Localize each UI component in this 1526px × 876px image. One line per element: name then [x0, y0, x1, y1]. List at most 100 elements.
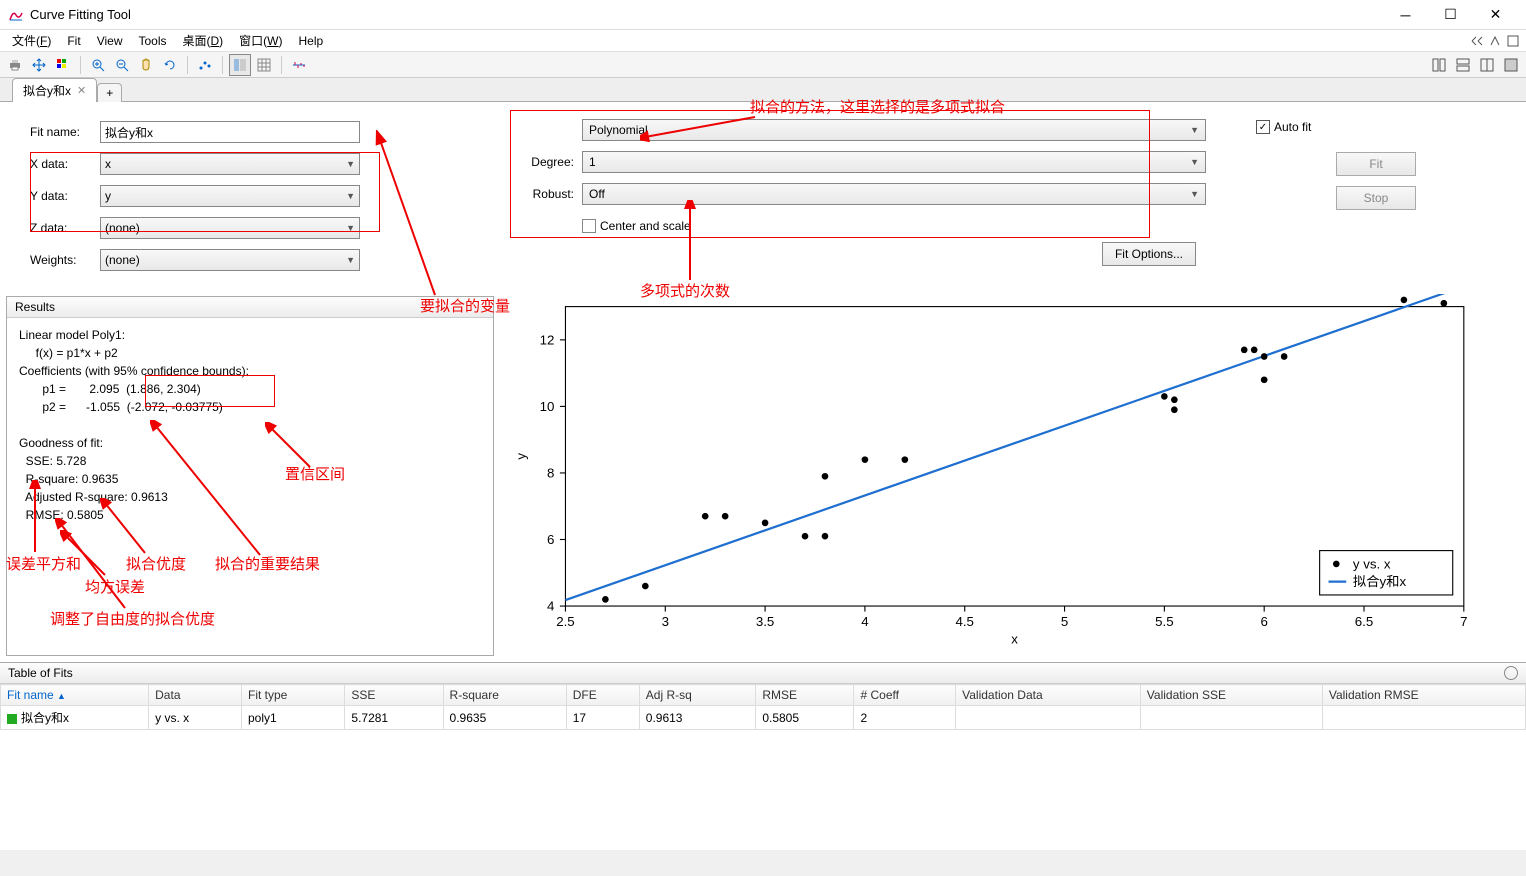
table-of-fits-panel: Table of Fits Fit name ▲DataFit typeSSER…	[0, 662, 1526, 850]
svg-text:4: 4	[547, 599, 554, 614]
rotate-button[interactable]	[159, 54, 181, 76]
svg-text:x: x	[1011, 632, 1018, 647]
tab-label: 拟合y和x	[23, 82, 71, 99]
results-panel: Results Linear model Poly1: f(x) = p1*x …	[6, 296, 494, 656]
chevron-down-icon: ▼	[346, 159, 355, 169]
svg-text:6: 6	[547, 532, 554, 547]
inputs-panel: Fit name: X data: x▼ Y data: y▼ Z data: …	[0, 102, 500, 290]
xdata-select[interactable]: x▼	[100, 153, 360, 175]
menu-view[interactable]: View	[89, 34, 131, 48]
minimize-button[interactable]: ─	[1383, 1, 1428, 29]
menu-help[interactable]: Help	[291, 34, 332, 48]
zoomin-button[interactable]	[87, 54, 109, 76]
maximize-button[interactable]: ☐	[1428, 1, 1473, 29]
degree-label: Degree:	[520, 155, 582, 169]
tabbar: 拟合y和x ✕ +	[0, 78, 1526, 102]
zdata-select[interactable]: (none)▼	[100, 217, 360, 239]
svg-text:8: 8	[547, 465, 554, 480]
svg-text:7: 7	[1460, 614, 1467, 629]
degree-select[interactable]: 1▼	[582, 151, 1206, 173]
fits-table: Fit name ▲DataFit typeSSER-squareDFEAdj …	[0, 684, 1526, 730]
layout4-button[interactable]	[1500, 54, 1522, 76]
svg-text:5: 5	[1061, 614, 1068, 629]
layout1-button[interactable]	[1428, 54, 1450, 76]
layout3-button[interactable]	[1476, 54, 1498, 76]
table-row[interactable]: 拟合y和xy vs. xpoly15.72810.9635170.96130.5…	[1, 706, 1526, 730]
robust-label: Robust:	[520, 187, 582, 201]
fit-tab[interactable]: 拟合y和x ✕	[12, 78, 97, 102]
print-button[interactable]	[4, 54, 26, 76]
window-title: Curve Fitting Tool	[30, 7, 1383, 22]
table-cell: poly1	[241, 706, 344, 730]
center-scale-label: Center and scale	[600, 219, 691, 233]
dock-icon-1[interactable]	[1470, 34, 1484, 48]
zoomout-button[interactable]	[111, 54, 133, 76]
table-column-header[interactable]: Fit type	[241, 685, 344, 706]
results-body: Linear model Poly1: f(x) = p1*x + p2 Coe…	[7, 318, 493, 655]
fitname-input[interactable]	[100, 121, 360, 143]
residuals-button[interactable]	[288, 54, 310, 76]
palette-button[interactable]	[52, 54, 74, 76]
table-column-header[interactable]: R-square	[443, 685, 566, 706]
pan-button[interactable]	[28, 54, 50, 76]
table-column-header[interactable]: Validation SSE	[1140, 685, 1322, 706]
dock-icon-2[interactable]	[1488, 34, 1502, 48]
collapse-icon[interactable]	[1504, 666, 1518, 680]
table-cell: 0.9635	[443, 706, 566, 730]
fit-options-button[interactable]: Fit Options...	[1102, 242, 1196, 266]
center-scale-checkbox[interactable]	[582, 219, 596, 233]
chevron-down-icon: ▼	[1190, 125, 1199, 135]
table-column-header[interactable]: # Coeff	[854, 685, 956, 706]
table-column-header[interactable]: RMSE	[756, 685, 854, 706]
fit-chart: 2.533.544.555.566.574681012xyy vs. x拟合y和…	[510, 294, 1486, 652]
titlebar: Curve Fitting Tool ─ ☐ ✕	[0, 0, 1526, 30]
menu-file[interactable]: 文件(F)	[4, 32, 59, 49]
app-icon	[8, 7, 24, 23]
table-column-header[interactable]: Fit name ▲	[1, 685, 149, 706]
weights-select[interactable]: (none)▼	[100, 249, 360, 271]
svg-text:4.5: 4.5	[955, 614, 974, 629]
table-cell: 5.7281	[345, 706, 443, 730]
svg-text:4: 4	[861, 614, 868, 629]
table-cell: y vs. x	[149, 706, 242, 730]
chevron-down-icon: ▼	[346, 191, 355, 201]
table-column-header[interactable]: Validation RMSE	[1322, 685, 1525, 706]
table-column-header[interactable]: DFE	[566, 685, 639, 706]
layout2-button[interactable]	[1452, 54, 1474, 76]
table-cell	[1322, 706, 1525, 730]
table-column-header[interactable]: Data	[149, 685, 242, 706]
menu-window[interactable]: 窗口(W)	[231, 32, 290, 49]
table-cell: 0.5805	[756, 706, 854, 730]
table-cell	[1140, 706, 1322, 730]
svg-text:6.5: 6.5	[1355, 614, 1374, 629]
close-button[interactable]: ✕	[1473, 1, 1518, 29]
right-panel: ✓ Auto fit Fit Stop	[1226, 102, 1526, 274]
plot-area[interactable]: 2.533.544.555.566.574681012xyy vs. x拟合y和…	[500, 274, 1526, 662]
fit-button[interactable]: Fit	[1336, 152, 1416, 176]
tab-close-icon[interactable]: ✕	[77, 84, 86, 97]
svg-text:y: y	[514, 453, 529, 460]
ydata-select[interactable]: y▼	[100, 185, 360, 207]
stop-button[interactable]: Stop	[1336, 186, 1416, 210]
menu-fit[interactable]: Fit	[59, 34, 88, 48]
robust-select[interactable]: Off▼	[582, 183, 1206, 205]
svg-text:3.5: 3.5	[756, 614, 775, 629]
hand-button[interactable]	[135, 54, 157, 76]
menu-desktop[interactable]: 桌面(D)	[175, 32, 232, 49]
chevron-down-icon: ▼	[346, 255, 355, 265]
table-column-header[interactable]: Adj R-sq	[639, 685, 756, 706]
dock-icon-3[interactable]	[1506, 34, 1520, 48]
fitname-label: Fit name:	[30, 125, 100, 139]
grid1-button[interactable]	[229, 54, 251, 76]
datatip-button[interactable]	[194, 54, 216, 76]
menu-tools[interactable]: Tools	[130, 34, 174, 48]
method-select[interactable]: Polynomial▼	[582, 119, 1206, 141]
add-tab-button[interactable]: +	[97, 83, 122, 102]
grid2-button[interactable]	[253, 54, 275, 76]
table-header: Table of Fits	[0, 663, 1526, 684]
results-header: Results	[7, 297, 493, 318]
table-column-header[interactable]: SSE	[345, 685, 443, 706]
autofit-checkbox[interactable]: ✓	[1256, 120, 1270, 134]
table-column-header[interactable]: Validation Data	[956, 685, 1141, 706]
svg-text:拟合y和x: 拟合y和x	[1353, 574, 1407, 589]
